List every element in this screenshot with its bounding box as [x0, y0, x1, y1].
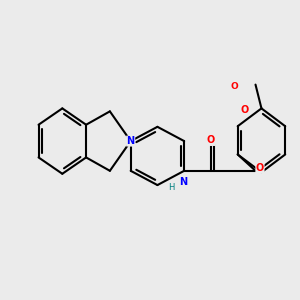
Text: H: H — [169, 183, 175, 192]
Text: N: N — [127, 136, 135, 146]
Text: O: O — [231, 82, 239, 91]
Text: O: O — [241, 105, 249, 115]
Text: O: O — [256, 164, 264, 173]
Text: N: N — [178, 177, 187, 187]
Text: O: O — [207, 136, 215, 146]
